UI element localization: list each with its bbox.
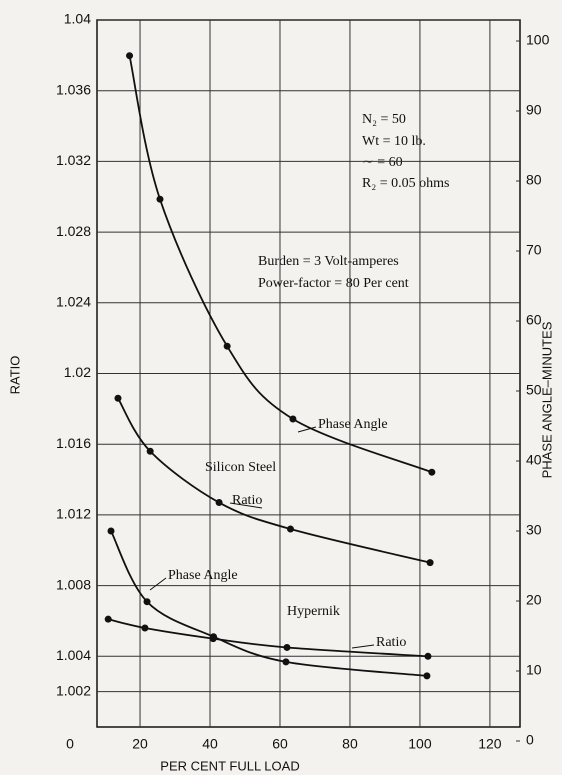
series-line bbox=[107, 618, 429, 658]
x-tick-label: 40 bbox=[202, 736, 218, 752]
y2-tick-label: 30 bbox=[526, 522, 542, 538]
data-point bbox=[209, 635, 217, 643]
x-tick-label: 100 bbox=[408, 736, 432, 752]
data-point bbox=[223, 342, 231, 350]
y2-tick-label: 0 bbox=[526, 732, 534, 748]
data-point bbox=[215, 499, 223, 507]
annotation: R₂ = 0.05 ohms bbox=[362, 176, 449, 191]
y-tick-label: 1.028 bbox=[56, 223, 91, 239]
data-point bbox=[104, 615, 112, 623]
data-point bbox=[114, 394, 122, 402]
y2-tick-label: 50 bbox=[526, 382, 542, 398]
label-pointer bbox=[149, 577, 167, 591]
y-tick-label: 1.032 bbox=[56, 152, 91, 168]
data-point bbox=[146, 447, 154, 455]
y2-axis-label: PHASE ANGLE–MINUTES bbox=[539, 321, 554, 478]
y2-tick-label: 40 bbox=[526, 452, 542, 468]
y2-tick-label: 90 bbox=[526, 102, 542, 118]
y-tick-label: 1.008 bbox=[56, 576, 91, 592]
data-point bbox=[426, 559, 434, 567]
series-label: Ratio bbox=[376, 635, 406, 650]
x-tick-label: 120 bbox=[478, 736, 502, 752]
x-tick-label: 60 bbox=[272, 736, 288, 752]
data-point bbox=[141, 624, 149, 632]
series-label: Phase Angle bbox=[168, 568, 238, 583]
y-tick-label: 1.02 bbox=[64, 364, 91, 380]
x-tick-label: 0 bbox=[66, 736, 74, 752]
y2-tick-label: 80 bbox=[526, 172, 542, 188]
y-tick-label: 1.024 bbox=[56, 294, 91, 310]
y2-tick-label: 100 bbox=[526, 32, 550, 48]
data-point bbox=[282, 658, 290, 666]
series-label: Phase Angle bbox=[318, 417, 388, 432]
data-point bbox=[143, 598, 151, 606]
x-tick-label: 80 bbox=[342, 736, 358, 752]
x-axis-label: PER CENT FULL LOAD bbox=[160, 758, 299, 773]
annotation: Wt = 10 lb. bbox=[362, 134, 426, 149]
annotation: Silicon Steel bbox=[205, 460, 276, 475]
data-point bbox=[428, 468, 436, 476]
data-point bbox=[283, 643, 291, 651]
y2-tick-label: 60 bbox=[526, 312, 542, 328]
annotation: N₂ = 50 bbox=[362, 112, 406, 127]
y2-tick-label: 10 bbox=[526, 662, 542, 678]
data-point bbox=[423, 672, 431, 680]
y-tick-label: 1.016 bbox=[56, 435, 91, 451]
data-point bbox=[289, 415, 297, 423]
y-axis-label: RATIO bbox=[7, 356, 22, 395]
y2-tick-label: 70 bbox=[526, 242, 542, 258]
data-point bbox=[424, 652, 432, 660]
annotation: Burden = 3 Volt-amperes bbox=[258, 254, 399, 269]
data-point bbox=[286, 525, 294, 533]
annotation: ∼ = 60 bbox=[362, 155, 403, 170]
label-pointer bbox=[297, 426, 317, 433]
series-line bbox=[117, 397, 431, 564]
annotation: Hypernik bbox=[287, 604, 340, 619]
label-pointer bbox=[351, 644, 375, 649]
series-label: Ratio bbox=[232, 493, 262, 508]
y-tick-label: 1.04 bbox=[64, 11, 91, 27]
data-point bbox=[156, 195, 164, 203]
y-tick-label: 1.004 bbox=[56, 647, 91, 663]
x-tick-label: 20 bbox=[132, 736, 148, 752]
annotation: Power-factor = 80 Per cent bbox=[258, 276, 409, 291]
y-tick-label: 1.036 bbox=[56, 81, 91, 97]
data-point bbox=[107, 527, 115, 535]
y-tick-label: 1.012 bbox=[56, 506, 91, 522]
data-point bbox=[126, 52, 134, 60]
label-pointer bbox=[229, 502, 263, 509]
y-tick-label: 1.002 bbox=[56, 682, 91, 698]
y2-tick-label: 20 bbox=[526, 592, 542, 608]
